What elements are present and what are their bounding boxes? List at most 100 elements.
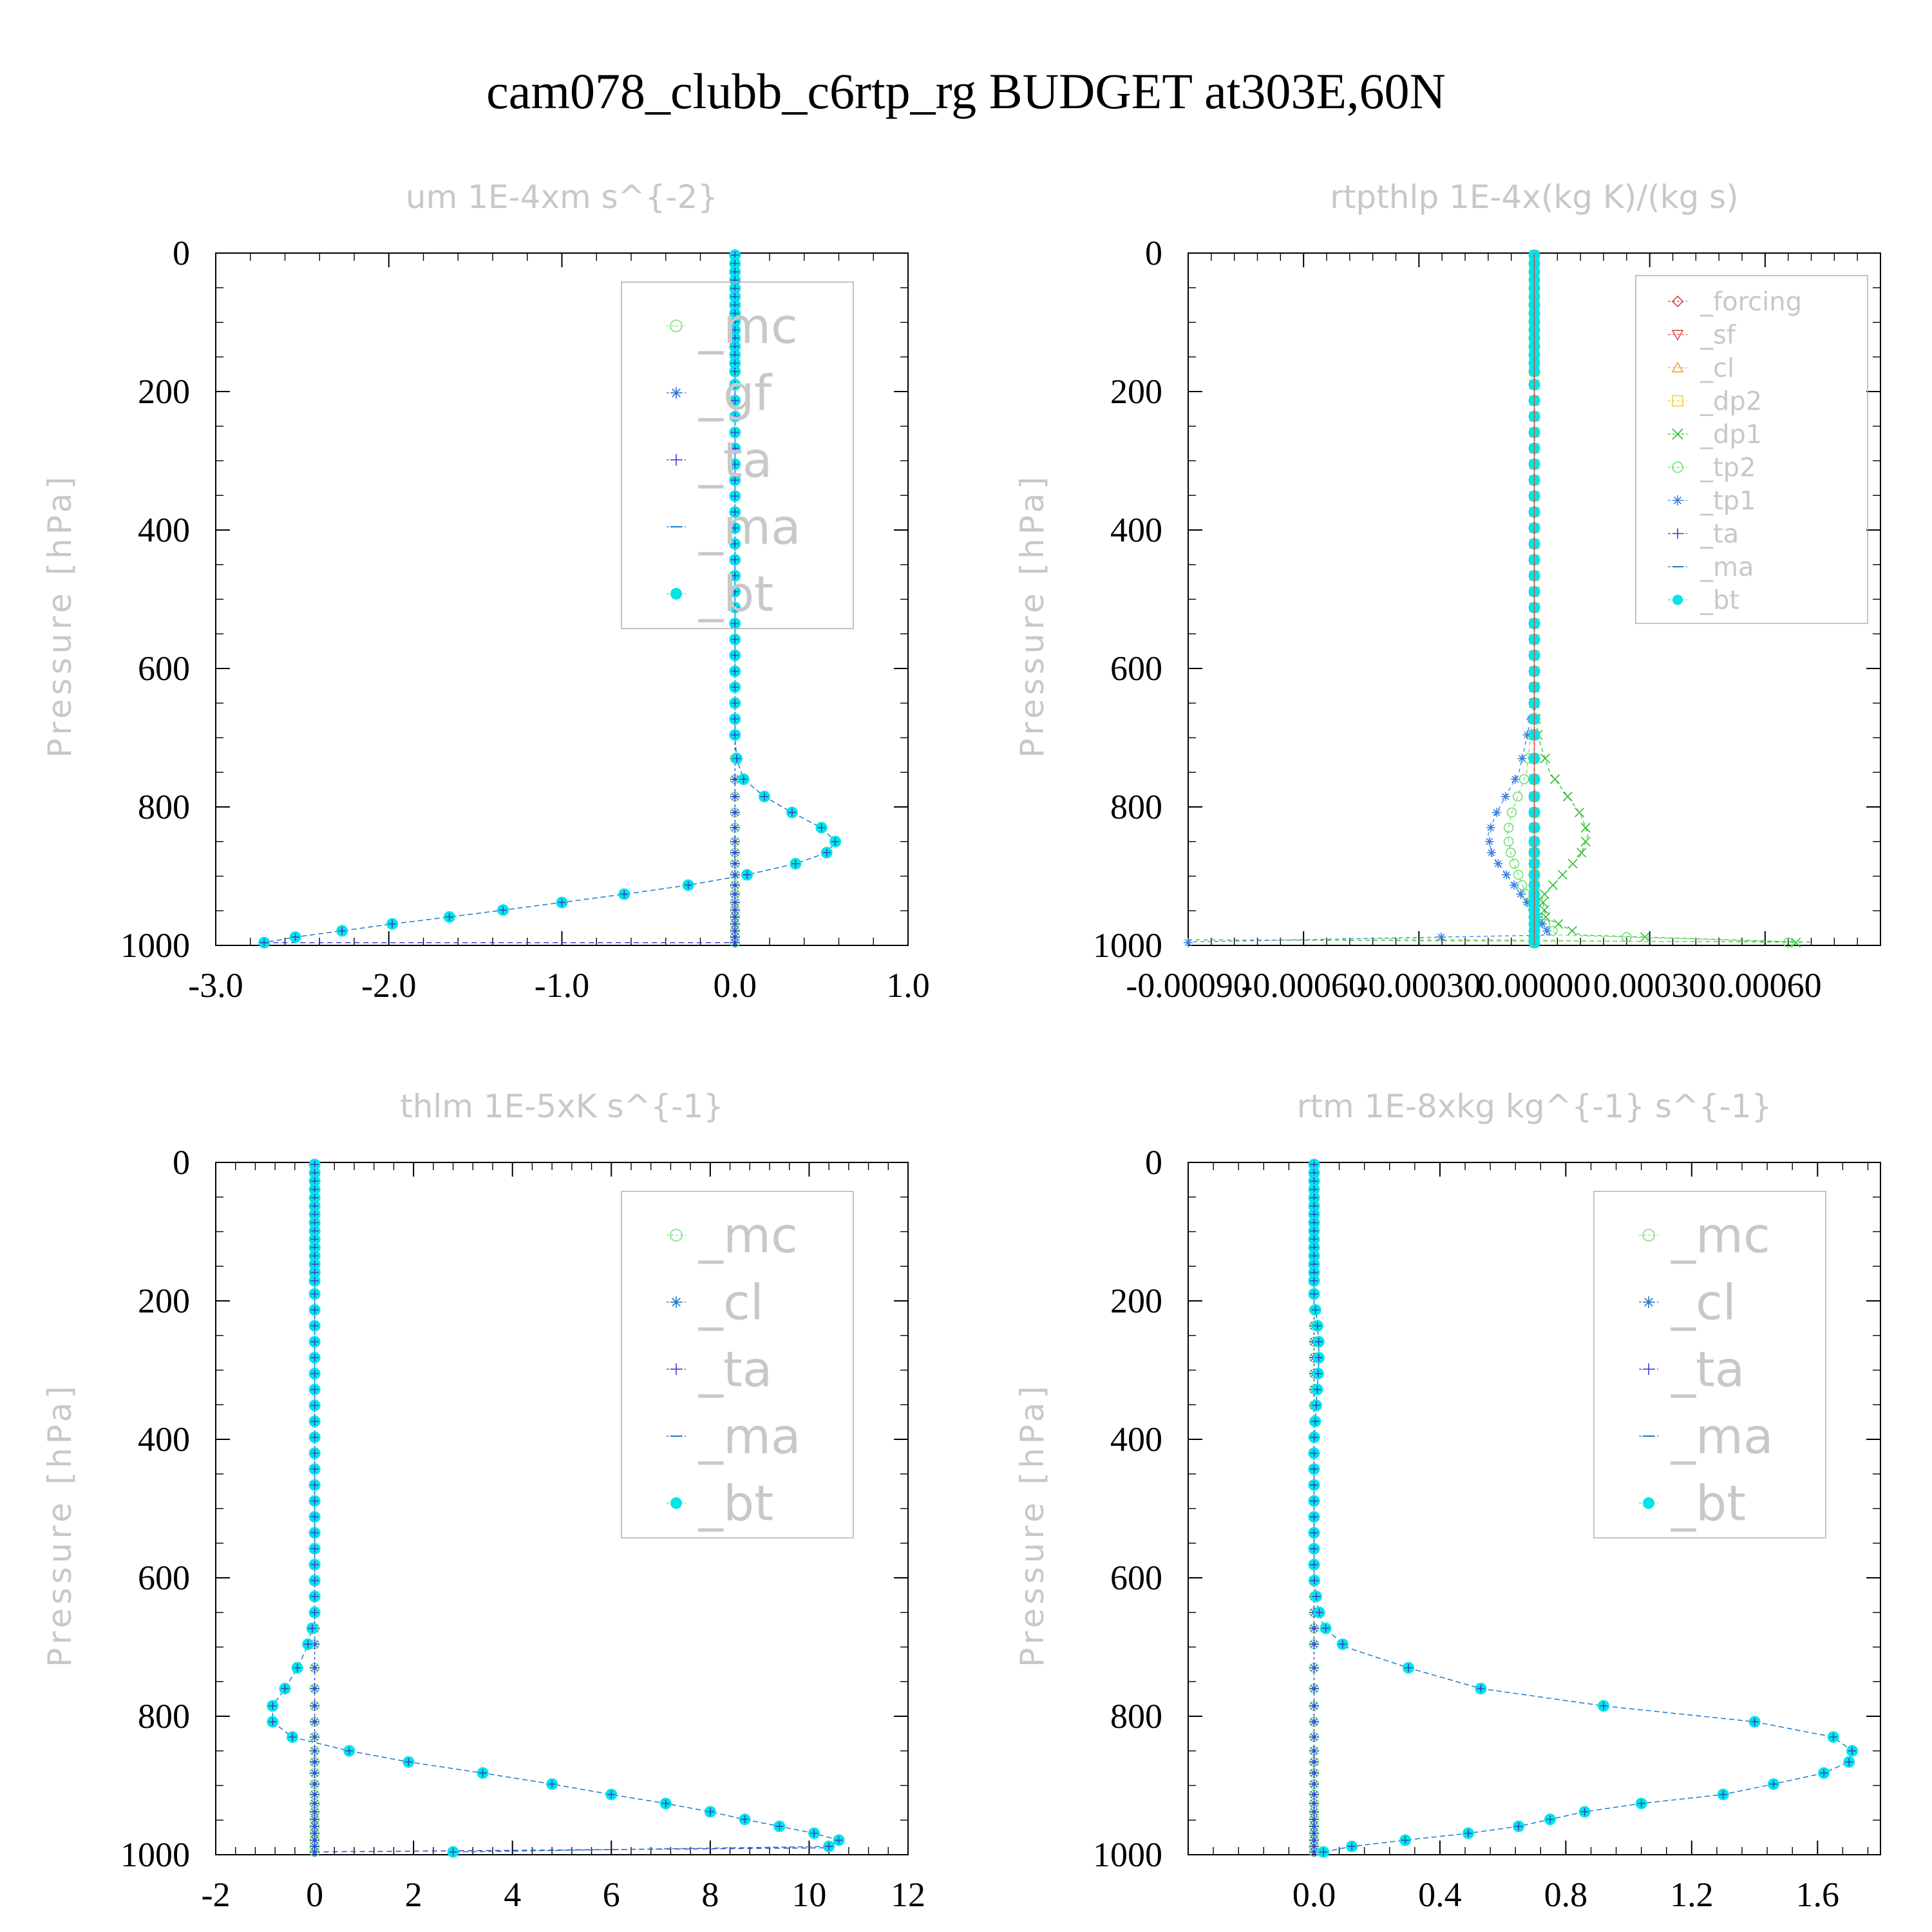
data-point (269, 1718, 277, 1726)
legend-marker (1672, 395, 1683, 407)
data-point (478, 1769, 487, 1777)
legend-entry: _ta (1639, 1341, 1745, 1398)
legend-marker (670, 1497, 682, 1509)
legend: _mc _gf _ta _ma _bt (621, 281, 854, 629)
x-tick-label: 4 (504, 1875, 521, 1914)
x-tick-label: -2.0 (361, 966, 416, 1005)
data-point (1309, 1717, 1319, 1727)
data-point (775, 1822, 784, 1830)
legend-entry: _ma (667, 498, 801, 556)
x-tick-label: -0.00060 (1241, 966, 1365, 1005)
data-point (1512, 791, 1523, 802)
data-point (731, 620, 739, 628)
legend-marker (670, 588, 682, 600)
data-point (293, 1663, 301, 1672)
data-point (731, 460, 739, 468)
data-point (1829, 1733, 1837, 1741)
data-point (1516, 889, 1526, 899)
data-point (1401, 1836, 1410, 1844)
data-point (730, 898, 740, 907)
data-point (1309, 1746, 1319, 1756)
data-point (817, 824, 826, 832)
data-point (1783, 937, 1794, 948)
data-point (1622, 932, 1632, 942)
data-point (743, 871, 752, 879)
data-point (1567, 858, 1578, 869)
y-axis-label: Pressure [hPa] (41, 473, 79, 758)
y-tick-label: 0 (173, 234, 190, 272)
legend-entry: _mc (1639, 1207, 1770, 1264)
data-point (310, 1807, 319, 1817)
legend-label: _cl (1671, 1274, 1736, 1331)
data-point (1309, 1701, 1319, 1710)
data-point (1791, 938, 1801, 948)
legend-entry: _tp2 (1668, 453, 1756, 483)
data-point (731, 731, 739, 739)
legend-entry: _ma (1639, 1408, 1774, 1465)
legend-label: _bt (1671, 1475, 1746, 1532)
data-point (731, 587, 739, 596)
legend-entry: _cl (667, 1274, 764, 1331)
data-point (684, 881, 692, 889)
data-point (731, 651, 739, 659)
data-point (1310, 1560, 1318, 1569)
series-line (1313, 1162, 1853, 1853)
legend-label: _ta (698, 431, 772, 489)
data-point (310, 1354, 319, 1362)
legend-marker (670, 454, 682, 466)
data-point (1311, 1417, 1320, 1426)
legend-marker (1672, 528, 1683, 539)
data-point (1517, 753, 1527, 763)
data-point (310, 1338, 319, 1346)
data-point (1492, 808, 1501, 817)
data-point (291, 933, 299, 942)
data-point (310, 1608, 319, 1616)
data-point (1310, 1577, 1318, 1585)
x-tick-label: -1.0 (535, 966, 589, 1005)
data-point (1309, 1624, 1319, 1633)
data-point (310, 1560, 319, 1569)
data-point (731, 667, 739, 676)
data-point (1313, 1321, 1321, 1330)
x-tick-label: -3.0 (188, 966, 243, 1005)
data-point (310, 1746, 319, 1756)
data-point (1309, 1790, 1319, 1799)
data-point (1338, 1640, 1347, 1649)
data-point (1600, 1701, 1607, 1710)
data-point (731, 715, 739, 723)
y-axis-label: Pressure [hPa] (1014, 473, 1051, 758)
data-point (1501, 791, 1510, 801)
y-tick-label: 1000 (1093, 1835, 1162, 1874)
data-point (731, 508, 739, 516)
data-point (1311, 1305, 1320, 1314)
data-point (731, 492, 739, 500)
data-point (1484, 837, 1494, 846)
y-tick-label: 400 (138, 1420, 190, 1459)
data-point (310, 1369, 319, 1378)
legend-label: _dp2 (1700, 387, 1762, 417)
data-point (1309, 1799, 1319, 1808)
data-point (1309, 1640, 1319, 1649)
legend-entry: _ta (667, 1341, 772, 1398)
y-tick-label: 0 (1145, 234, 1162, 272)
data-point (310, 1449, 319, 1457)
data-point (1845, 1757, 1853, 1766)
x-tick-label: 0.8 (1544, 1875, 1588, 1914)
data-point (1314, 1338, 1323, 1346)
data-point (730, 859, 740, 869)
legend-entry: _ma (1668, 553, 1754, 582)
data-point (310, 1497, 319, 1505)
x-tick-label: 8 (701, 1875, 719, 1914)
x-tick-label: 0.00030 (1593, 966, 1707, 1005)
x-tick-label: 0.00000 (1478, 966, 1591, 1005)
data-point (706, 1808, 714, 1816)
panel-3: thlm 1E-5xK s^{-1} Pressure [hPa] 0 200 400 6… (41, 1088, 925, 1914)
legend-marker (1671, 361, 1684, 373)
data-point (739, 775, 748, 783)
data-point (1769, 1780, 1777, 1788)
data-point (1184, 938, 1193, 947)
series-surface (1341, 938, 1804, 943)
data-point (730, 791, 740, 801)
data-point (1309, 1732, 1319, 1742)
